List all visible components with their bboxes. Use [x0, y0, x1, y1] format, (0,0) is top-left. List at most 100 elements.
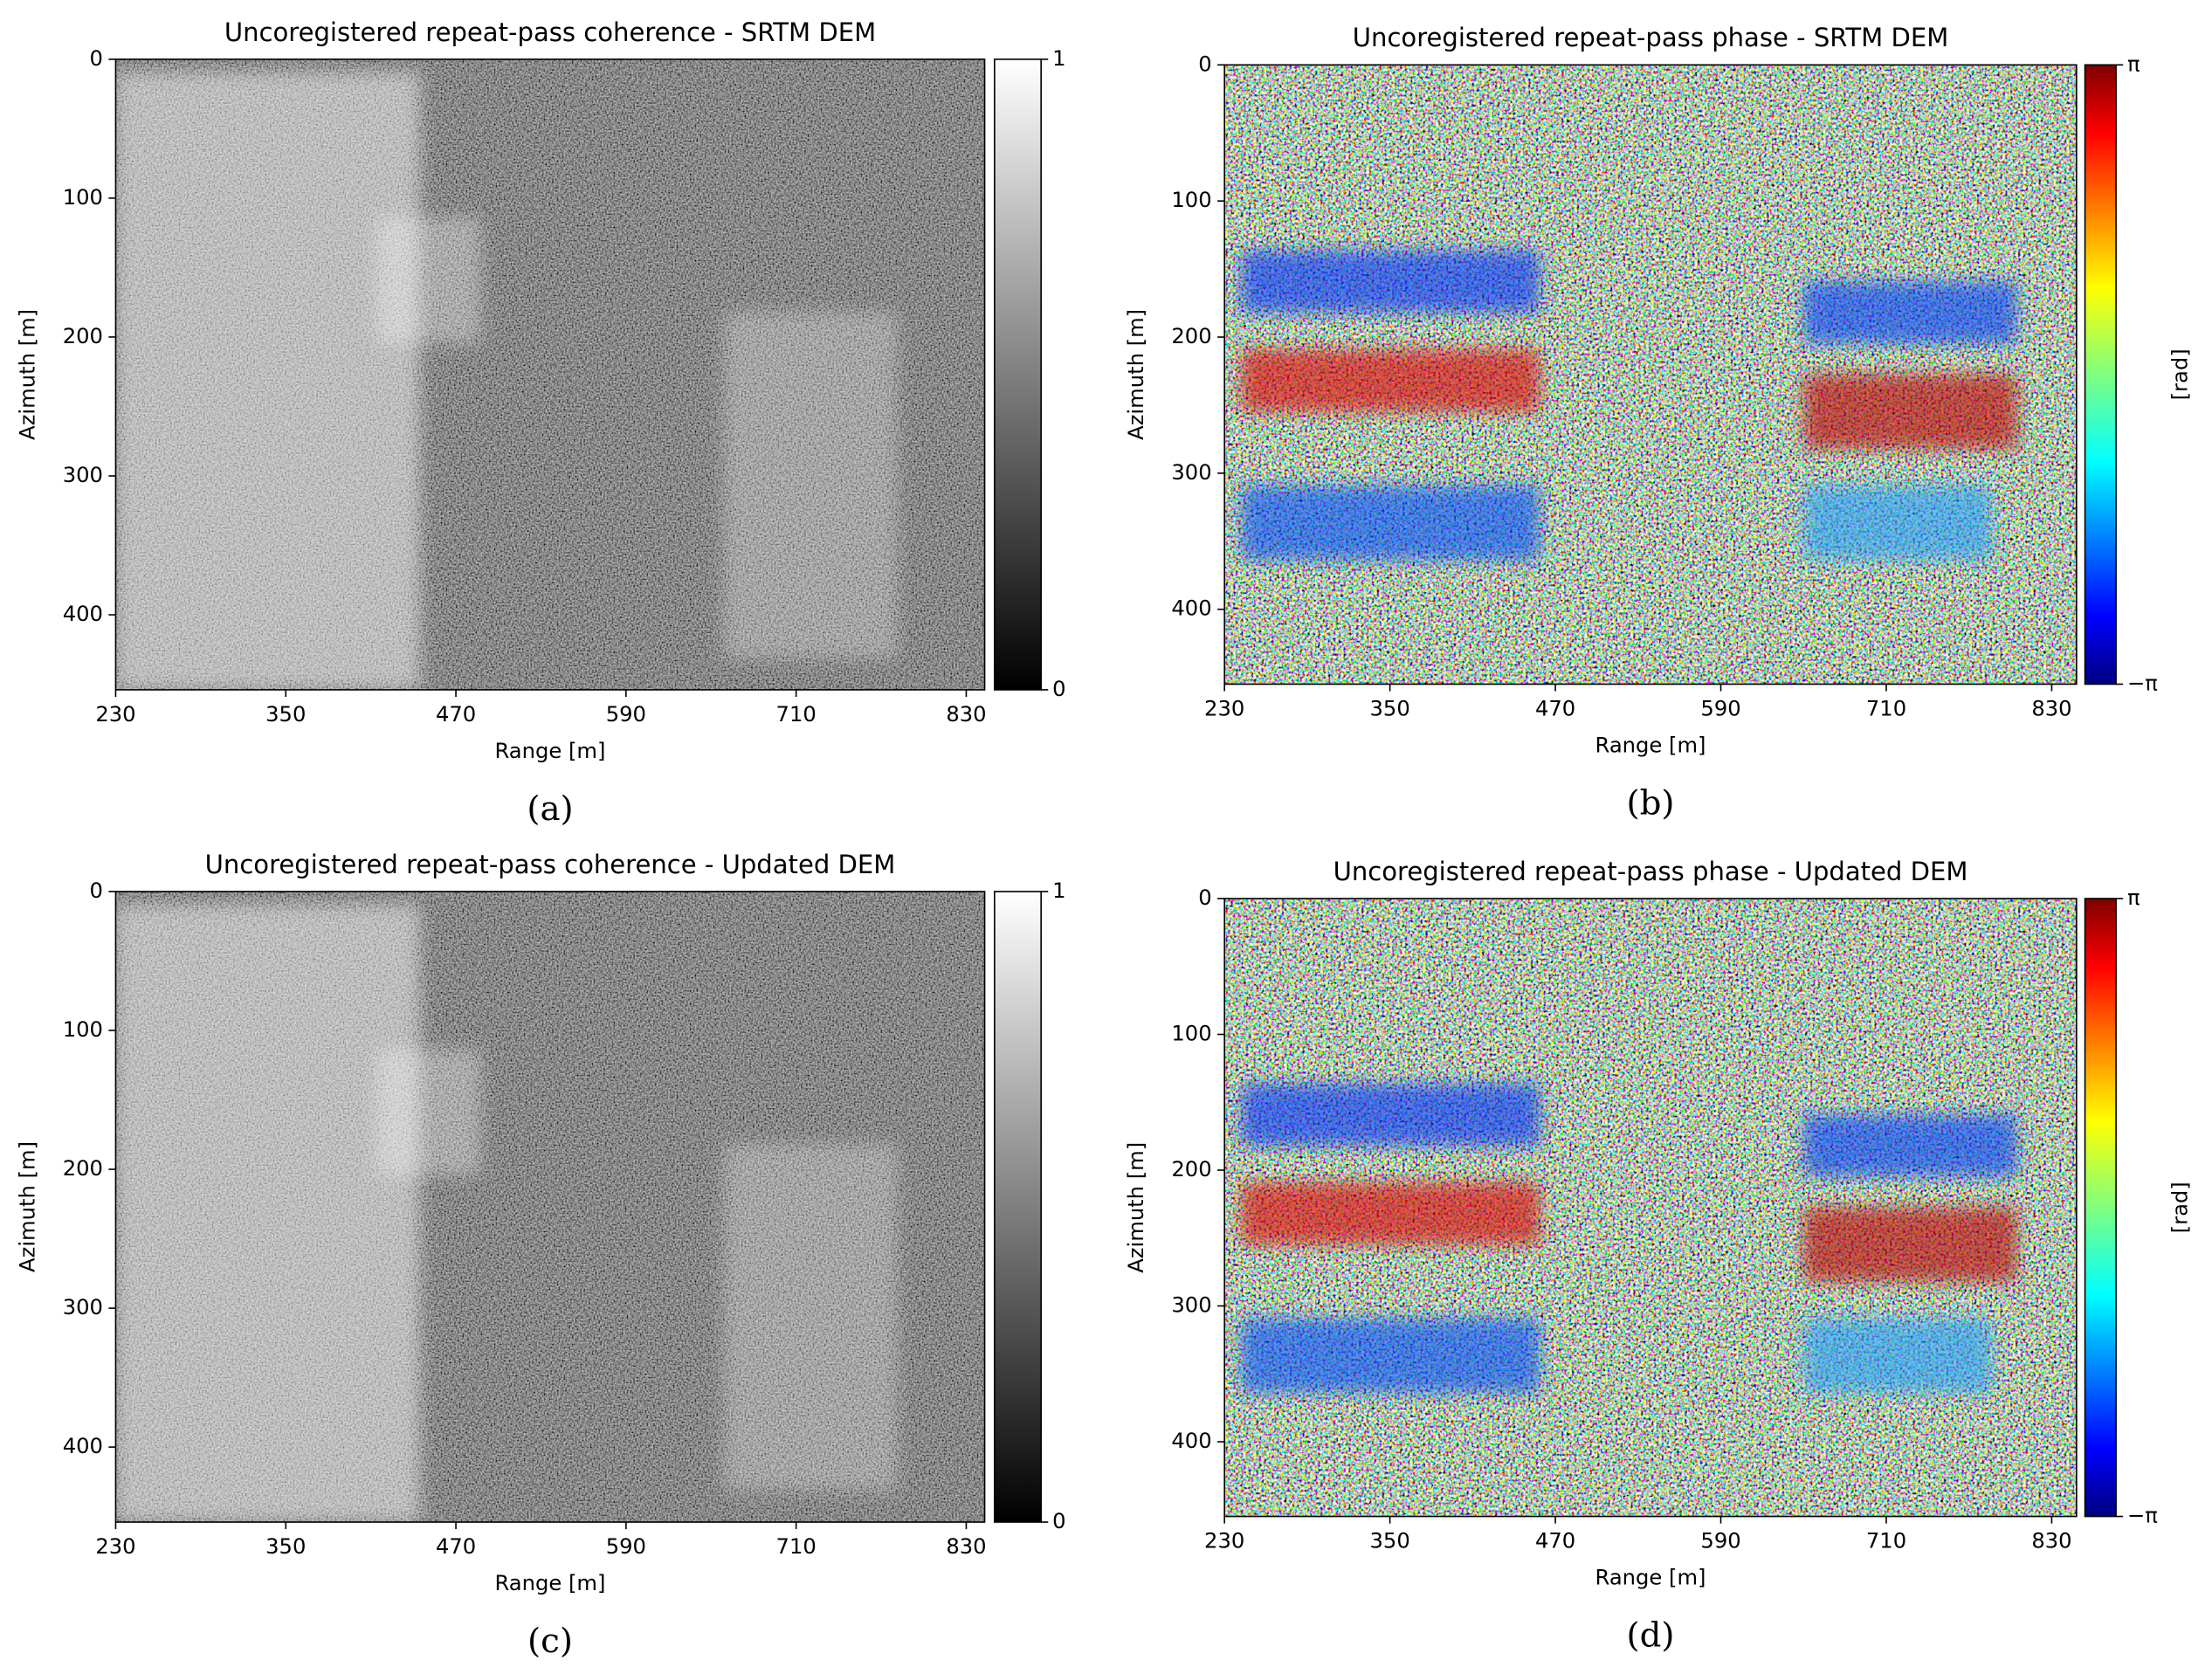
- y-axis-label: Azimuth [m]: [15, 1141, 39, 1272]
- colorbar-label: [rad]: [2167, 1181, 2192, 1233]
- y-tick-label: 100: [63, 185, 103, 210]
- axes-frame: [1223, 898, 2078, 1518]
- x-axis-label: Range [m]: [495, 739, 606, 763]
- x-tick-label: 830: [2031, 697, 2071, 721]
- x-tick-label: 470: [1535, 697, 1575, 721]
- colorbar-tick-label: π: [2127, 885, 2140, 910]
- caption: (b): [1626, 783, 1674, 823]
- image-region: [1241, 1319, 1540, 1394]
- x-tick-label: 230: [1204, 697, 1244, 721]
- y-tick-label: 0: [90, 46, 103, 71]
- y-tick-label: 300: [63, 1295, 103, 1319]
- panel: Uncoregistered repeat-pass phase - Updat…: [1124, 857, 2192, 1656]
- image-region: [115, 904, 420, 1523]
- image: [1224, 899, 2077, 1517]
- x-tick-label: 350: [1370, 1529, 1410, 1553]
- chart-title: Uncoregistered repeat-pass coherence - U…: [205, 850, 896, 879]
- image-region: [115, 72, 420, 690]
- image: [115, 891, 985, 1523]
- colorbar-label: [rad]: [2167, 348, 2192, 400]
- x-axis-label: Range [m]: [1595, 1566, 1706, 1590]
- image: [1224, 65, 2077, 685]
- y-tick-label: 200: [63, 1156, 103, 1181]
- image-region: [1241, 1182, 1540, 1245]
- colorbar: [2084, 898, 2117, 1518]
- image-region: [1241, 486, 1540, 561]
- colorbar: [994, 891, 1042, 1523]
- image-region: [1803, 1207, 2017, 1282]
- y-axis-label: Azimuth [m]: [15, 309, 39, 440]
- colorbar: [994, 59, 1042, 691]
- image-region: [1803, 281, 2017, 344]
- x-axis-label: Range [m]: [495, 1571, 606, 1595]
- colorbar-tick-label: π: [2127, 52, 2140, 76]
- caption: (c): [527, 1622, 573, 1661]
- y-tick-label: 300: [1171, 1293, 1211, 1318]
- image-region: [1803, 1114, 2017, 1177]
- image-region: [1803, 374, 2017, 449]
- x-tick-label: 830: [946, 1534, 986, 1559]
- chart-title: Uncoregistered repeat-pass phase - SRTM …: [1353, 23, 1949, 52]
- colorbar-tick-label: 1: [1052, 46, 1065, 71]
- chart-title: Uncoregistered repeat-pass phase - Updat…: [1333, 857, 1968, 886]
- x-tick-label: 230: [1204, 1529, 1244, 1553]
- image: [115, 59, 985, 690]
- y-tick-label: 400: [63, 1434, 103, 1458]
- x-tick-label: 710: [776, 1534, 817, 1559]
- image-region: [376, 217, 481, 343]
- image-region: [376, 1049, 481, 1175]
- colorbar-tick-label: −π: [2127, 1504, 2158, 1528]
- panel: Uncoregistered repeat-pass coherence - U…: [15, 850, 1065, 1661]
- image-region: [724, 311, 899, 658]
- colorbar-tick-label: 1: [1052, 878, 1065, 903]
- y-tick-label: 300: [63, 463, 103, 487]
- x-tick-label: 470: [436, 702, 476, 727]
- y-tick-label: 100: [63, 1017, 103, 1042]
- image-region: [1241, 251, 1540, 313]
- image-region: [1803, 1319, 1992, 1394]
- x-tick-label: 350: [1370, 697, 1410, 721]
- y-tick-label: 400: [1171, 596, 1211, 621]
- y-tick-label: 0: [90, 878, 103, 903]
- image-region: [1803, 486, 1992, 561]
- colorbar-tick-label: 0: [1052, 677, 1065, 701]
- image-region: [1241, 1084, 1540, 1147]
- x-tick-label: 830: [946, 702, 986, 727]
- colorbar: [2084, 64, 2117, 685]
- y-tick-label: 300: [1171, 460, 1211, 485]
- y-axis-label: Azimuth [m]: [1124, 309, 1148, 440]
- x-tick-label: 710: [1866, 697, 1906, 721]
- y-tick-label: 200: [63, 324, 103, 348]
- colorbar-tick-label: −π: [2127, 671, 2158, 695]
- x-tick-label: 590: [1700, 697, 1740, 721]
- chart-title: Uncoregistered repeat-pass coherence - S…: [224, 17, 876, 47]
- caption: (d): [1626, 1615, 1674, 1655]
- y-tick-label: 0: [1198, 52, 1211, 76]
- axes-frame: [114, 59, 986, 691]
- y-axis-label: Azimuth [m]: [1124, 1142, 1148, 1273]
- x-axis-label: Range [m]: [1595, 734, 1706, 758]
- x-tick-label: 590: [1700, 1529, 1740, 1553]
- x-tick-label: 470: [1535, 1529, 1575, 1553]
- x-tick-label: 350: [265, 702, 306, 727]
- y-tick-label: 100: [1171, 188, 1211, 212]
- image-region: [1241, 349, 1540, 412]
- image-region: [724, 1143, 899, 1491]
- y-tick-label: 200: [1171, 1157, 1211, 1181]
- x-tick-label: 350: [265, 1534, 306, 1559]
- panel: Uncoregistered repeat-pass coherence - S…: [15, 17, 1065, 829]
- figure-root: Uncoregistered repeat-pass coherence - S…: [15, 17, 2192, 1661]
- x-tick-label: 470: [436, 1534, 476, 1559]
- x-tick-label: 830: [2031, 1529, 2071, 1553]
- y-tick-label: 100: [1171, 1022, 1211, 1046]
- y-tick-label: 400: [1171, 1429, 1211, 1453]
- y-tick-label: 400: [63, 602, 103, 626]
- x-tick-label: 590: [606, 702, 646, 727]
- x-tick-label: 230: [95, 702, 135, 727]
- y-tick-label: 0: [1198, 885, 1211, 910]
- x-tick-label: 710: [776, 702, 817, 727]
- x-tick-label: 230: [95, 1534, 135, 1559]
- colorbar-tick-label: 0: [1052, 1509, 1065, 1533]
- y-tick-label: 200: [1171, 324, 1211, 348]
